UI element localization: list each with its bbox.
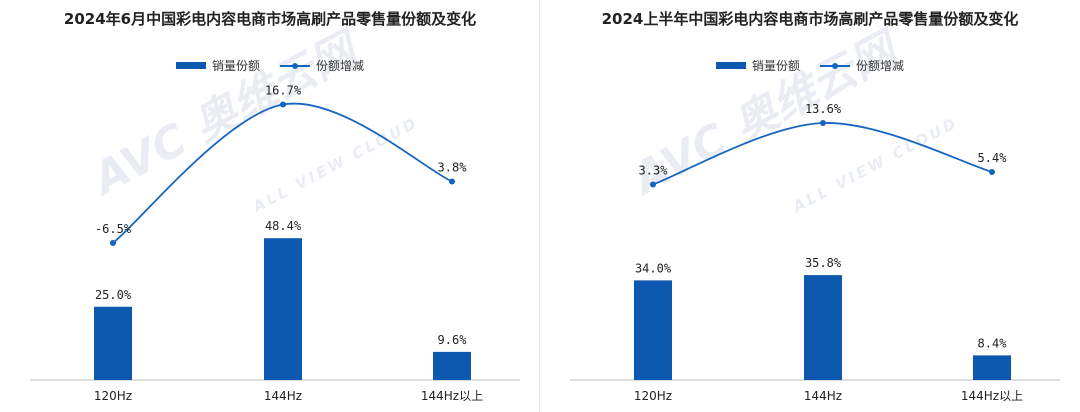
legend-item-bar: 销量份额 bbox=[175, 57, 260, 74]
bar bbox=[433, 351, 471, 380]
x-tick-label: 144Hz以上 bbox=[961, 389, 1023, 403]
bar-data-label: 35.8% bbox=[805, 256, 842, 270]
bar bbox=[264, 238, 302, 380]
bar bbox=[973, 355, 1011, 380]
chart-legend: 销量份额 份额增减 bbox=[540, 57, 1080, 74]
legend-bar-swatch bbox=[715, 62, 746, 69]
legend-line-swatch bbox=[280, 62, 310, 69]
legend-bar-label: 销量份额 bbox=[751, 59, 800, 73]
chart-plot: 25.0% 48.4% 9.6% 120Hz 144Hz 144Hz以上 -6.5% 16.7… bbox=[30, 84, 520, 403]
bar-data-label: 8.4% bbox=[978, 336, 1008, 350]
bar bbox=[94, 306, 132, 380]
line-point bbox=[110, 240, 116, 247]
series-line bbox=[652, 122, 993, 186]
legend-bar-label: 销量份额 bbox=[211, 59, 260, 73]
bar bbox=[804, 275, 842, 380]
chart-plot: 34.0% 35.8% 8.4% 120Hz 144Hz 144Hz以上 3.3% 13.6%… bbox=[570, 102, 1060, 403]
line-point bbox=[820, 120, 826, 127]
legend-item-line: 份额增减 bbox=[280, 57, 364, 74]
line-point bbox=[449, 178, 455, 185]
legend-line-label: 份额增减 bbox=[856, 59, 905, 73]
x-tick-label: 144Hz以上 bbox=[421, 389, 483, 403]
chart-panel-june: AVC 奥维云网 ALL VIEW CLOUD 2024年6月中国彩电内容电商市… bbox=[0, 10, 540, 403]
chart-title: 2024年6月中国彩电内容电商市场高刷产品零售量份额及变化 bbox=[63, 10, 477, 28]
line-data-label: -6.5% bbox=[95, 222, 132, 236]
legend-bar-swatch bbox=[175, 62, 206, 69]
line-point bbox=[280, 101, 286, 108]
chart-title: 2024上半年中国彩电内容电商市场高刷产品零售量份额及变化 bbox=[601, 10, 1019, 28]
legend-line-label: 份额增减 bbox=[316, 59, 365, 73]
line-point bbox=[650, 181, 656, 188]
line-data-label: 13.6% bbox=[805, 102, 842, 116]
bar-data-label: 9.6% bbox=[438, 333, 468, 347]
legend-item-bar: 销量份额 bbox=[715, 57, 800, 74]
x-tick-label: 144Hz bbox=[264, 389, 302, 403]
bar-data-label: 25.0% bbox=[95, 288, 132, 302]
x-tick-label: 120Hz bbox=[634, 389, 672, 403]
panel-divider bbox=[539, 0, 540, 412]
chart-panel-h1: AVC 奥维云网 ALL VIEW CLOUD 2024上半年中国彩电内容电商市… bbox=[540, 0, 1080, 412]
legend-item-line: 份额增减 bbox=[820, 57, 904, 74]
line-data-label: 5.4% bbox=[978, 151, 1008, 165]
bar bbox=[634, 280, 672, 380]
legend-line-swatch bbox=[820, 62, 850, 69]
line-data-label: 3.3% bbox=[639, 163, 669, 177]
x-tick-label: 120Hz bbox=[94, 389, 132, 403]
bar-data-label: 34.0% bbox=[635, 261, 672, 275]
bar-data-label: 48.4% bbox=[265, 219, 302, 233]
line-data-label: 16.7% bbox=[265, 84, 302, 98]
line-data-label: 3.8% bbox=[438, 161, 468, 175]
x-tick-label: 144Hz bbox=[804, 389, 842, 403]
line-point bbox=[989, 168, 995, 175]
chart-legend: 销量份额 份额增减 bbox=[0, 57, 540, 74]
